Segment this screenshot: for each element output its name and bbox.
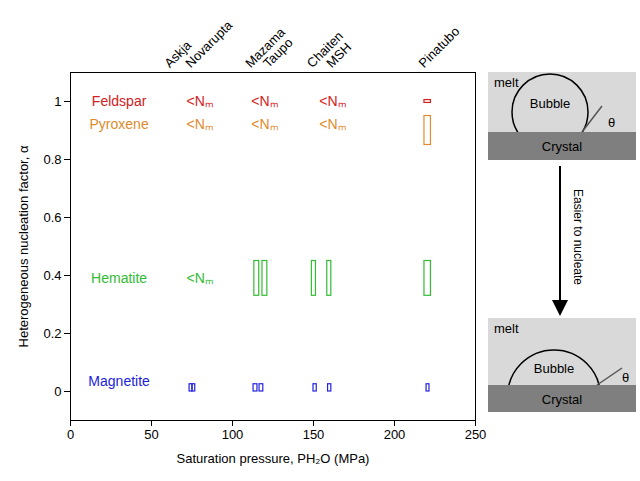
svg-text:0.4: 0.4 <box>43 268 61 283</box>
svg-text:1: 1 <box>54 94 61 109</box>
svg-text:200: 200 <box>384 427 406 442</box>
svg-text:Heterogeneous nucleation facto: Heterogeneous nucleation factor, α <box>16 145 31 347</box>
svg-text:50: 50 <box>144 427 158 442</box>
svg-text:melt: melt <box>494 321 519 336</box>
svg-text:<Nₘ: <Nₘ <box>319 116 346 132</box>
svg-text:Saturation pressure, PH₂O (MPa: Saturation pressure, PH₂O (MPa) <box>177 451 370 466</box>
svg-text:Pyroxene: Pyroxene <box>90 116 149 132</box>
svg-text:<Nₘ: <Nₘ <box>186 93 213 109</box>
svg-text:250: 250 <box>465 427 487 442</box>
svg-text:Askja: Askja <box>161 37 195 71</box>
svg-text:Novarupta: Novarupta <box>182 17 236 71</box>
svg-text:Pinatubo: Pinatubo <box>416 24 463 71</box>
svg-text:0.8: 0.8 <box>43 152 61 167</box>
svg-text:150: 150 <box>303 427 325 442</box>
svg-text:0: 0 <box>54 384 61 399</box>
svg-text:θ: θ <box>608 115 615 130</box>
svg-text:Bubble: Bubble <box>534 361 574 376</box>
svg-text:<Nₘ: <Nₘ <box>186 270 213 286</box>
svg-text:0.2: 0.2 <box>43 326 61 341</box>
svg-text:Crystal: Crystal <box>542 392 583 407</box>
svg-text:melt: melt <box>494 75 519 90</box>
svg-text:θ: θ <box>622 370 629 385</box>
svg-text:<Nₘ: <Nₘ <box>251 116 278 132</box>
svg-text:Bubble: Bubble <box>530 96 570 111</box>
svg-text:Crystal: Crystal <box>542 139 583 154</box>
svg-text:Hematite: Hematite <box>91 270 147 286</box>
svg-text:<Nₘ: <Nₘ <box>251 93 278 109</box>
svg-text:100: 100 <box>222 427 244 442</box>
svg-text:0.6: 0.6 <box>43 210 61 225</box>
svg-text:Magnetite: Magnetite <box>88 373 150 389</box>
svg-text:MSH: MSH <box>323 40 354 71</box>
svg-text:Chaiten: Chaiten <box>303 28 347 71</box>
svg-text:Feldspar: Feldspar <box>92 93 147 109</box>
svg-text:Mazama: Mazama <box>242 24 289 71</box>
svg-text:Taupo: Taupo <box>260 35 296 71</box>
svg-text:<Nₘ: <Nₘ <box>186 116 213 132</box>
svg-text:Easier to nucleate: Easier to nucleate <box>571 189 585 285</box>
svg-text:<Nₘ: <Nₘ <box>319 93 346 109</box>
svg-text:0: 0 <box>67 427 74 442</box>
